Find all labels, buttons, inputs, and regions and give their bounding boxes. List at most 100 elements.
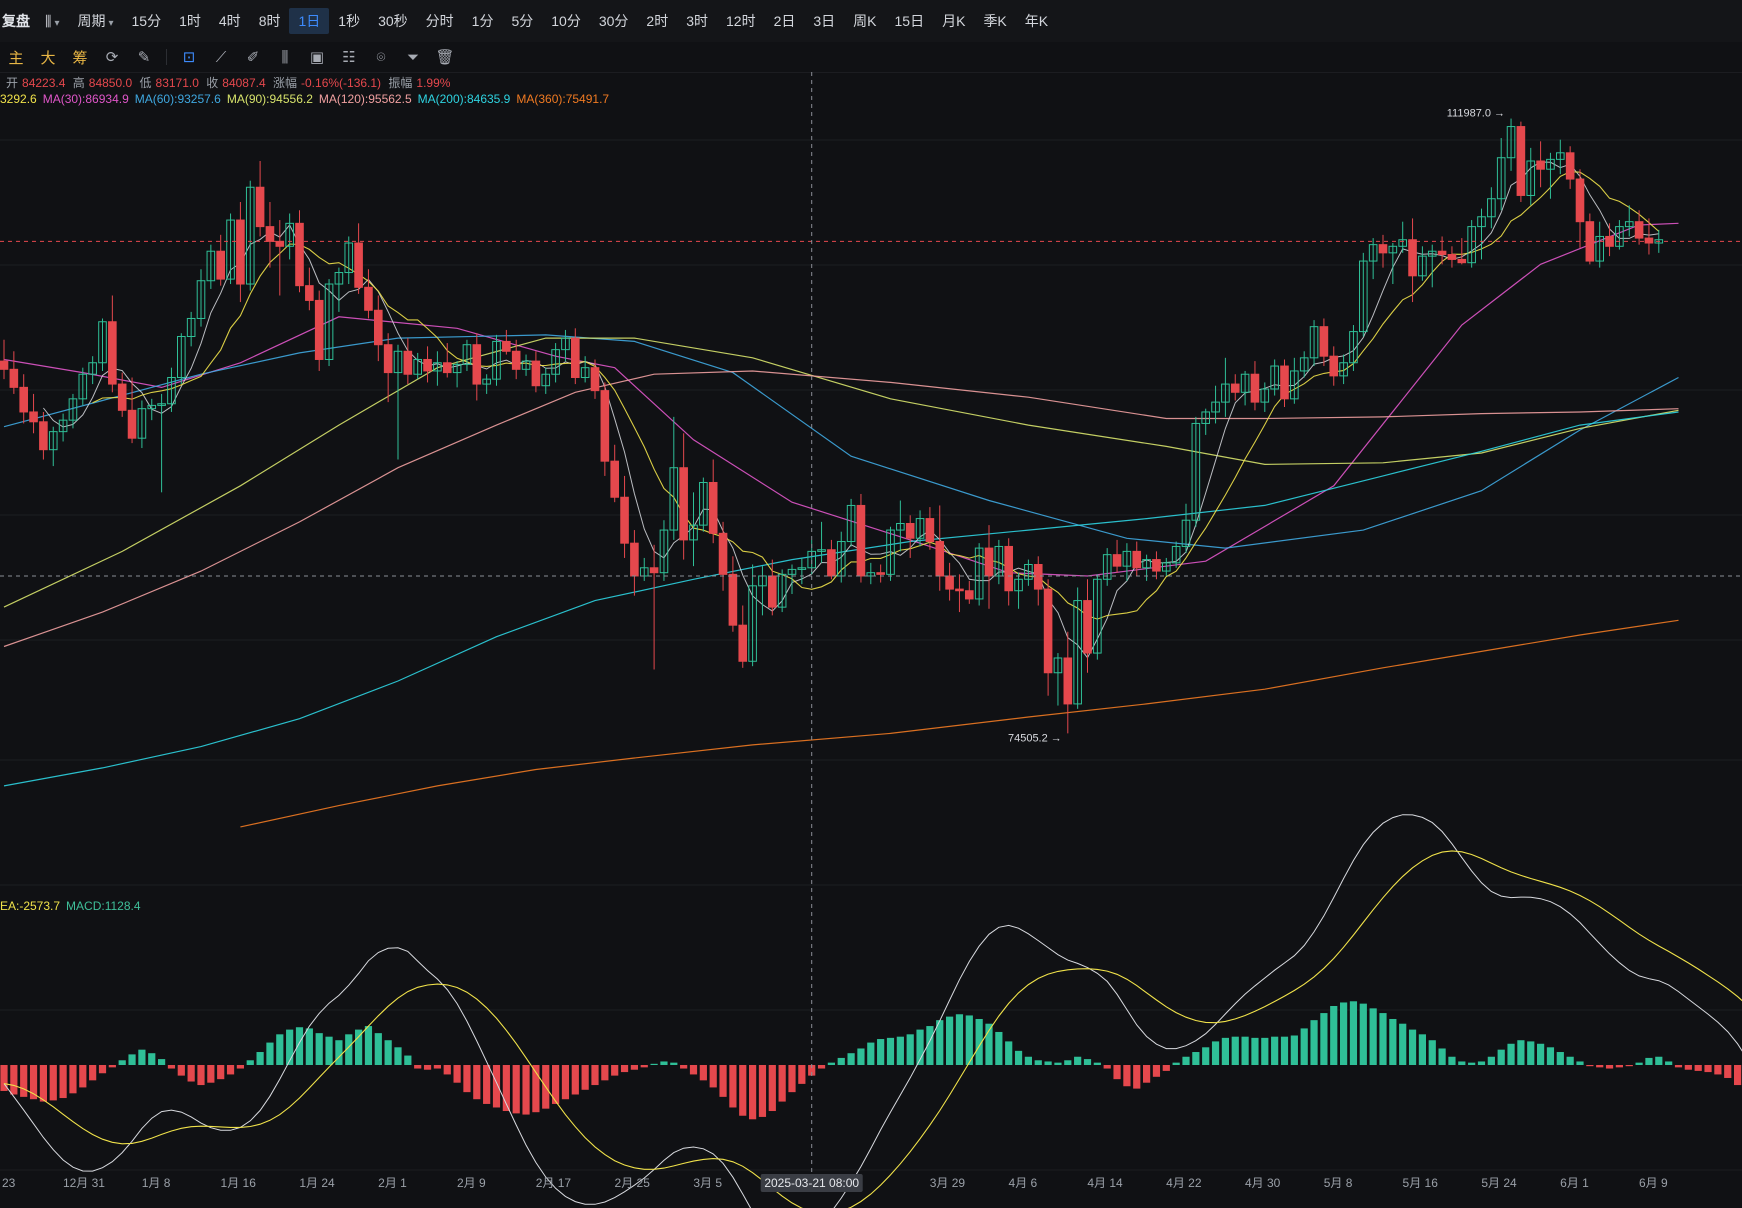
open-label: 开 [6,76,19,90]
candle-132 [1299,351,1309,378]
pen-icon[interactable]: ✐ [246,49,260,66]
candle-57 [561,329,570,362]
macd-bar-63 [620,1065,629,1073]
candle-body-134 [1319,326,1329,357]
candles-icon[interactable]: ⫼ [281,48,289,66]
candle-body-46 [452,363,462,374]
ruler-icon[interactable]: ⟋ [215,48,227,66]
ma-legend-item-2: MA(60):93257.6 [134,92,221,106]
macd-bar-44 [433,1065,441,1069]
interval-9[interactable]: 5分 [511,13,534,29]
macd-bar-18 [177,1065,185,1076]
interval-6[interactable]: 30秒 [378,13,408,29]
period-label: 周期 [77,13,106,29]
main-indicator-button[interactable]: 主 [8,49,24,67]
interval-19[interactable]: 月K [942,13,966,29]
interval-2[interactable]: 4时 [218,13,241,29]
candle-147 [1447,246,1457,268]
interval-12[interactable]: 2时 [646,13,669,29]
amplitude-value: 1.99% [416,76,451,90]
candle-98 [965,580,974,604]
macd-bar-176 [1734,1065,1742,1086]
candle-body-145 [1427,250,1437,257]
candle-155 [1526,147,1536,206]
macd-bar-165 [1625,1065,1633,1067]
bookmark-icon[interactable]: ⊡ [182,49,196,66]
candle-140 [1378,234,1388,268]
interval-13[interactable]: 3时 [686,13,708,29]
macd-bar-84 [827,1062,835,1065]
macd-bar-47 [463,1065,471,1093]
period-dropdown[interactable]: 周期 ▾ [68,8,122,34]
candle-14 [137,400,147,449]
refresh-icon[interactable]: ⟳ [105,49,119,66]
candle-body-42 [413,358,422,375]
candle-40 [393,344,403,460]
candle-body-118 [1162,562,1171,572]
notes-icon[interactable]: ☷ [342,49,356,66]
candle-111 [1093,574,1102,660]
replay-button[interactable]: 复盘 [2,13,30,29]
interval-16[interactable]: 3日 [813,13,836,29]
macd-bar-109 [1074,1056,1082,1065]
interval-10[interactable]: 10分 [551,13,581,29]
candle-159 [1565,146,1575,189]
calculator-icon[interactable]: ▣ [309,49,325,66]
eraser-pen-icon[interactable]: ✎ [137,49,151,66]
big-order-button[interactable]: 大 [40,49,56,67]
interval-8[interactable]: 1分 [471,13,494,29]
magnet-icon[interactable]: ⌾ [376,48,386,66]
macd-bar-148 [1458,1061,1466,1065]
candle-body-133 [1309,326,1319,359]
trash-icon[interactable]: 🗑 [435,49,455,66]
interval-18[interactable]: 15日 [894,13,925,29]
macd-bar-8 [79,1065,87,1088]
candle-51 [502,329,511,355]
interval-4[interactable]: 1日 [289,8,330,34]
candle-29 [285,213,294,260]
candle-130 [1280,359,1289,408]
macd-bar-166 [1635,1062,1643,1065]
candle-141 [1388,243,1398,285]
candle-94 [925,507,935,550]
interval-15[interactable]: 2日 [773,13,796,29]
interval-5[interactable]: 1秒 [338,13,361,29]
macd-bar-135 [1330,1006,1338,1065]
macd-bar-25 [246,1060,254,1065]
candle-style-icon: ⫼ [45,12,52,29]
interval-0[interactable]: 15分 [131,13,162,29]
interval-20[interactable]: 季K [983,13,1007,29]
candle-body-112 [1102,554,1112,580]
candle-81 [797,557,807,585]
candle-64 [630,530,639,596]
candle-body-31 [305,285,314,301]
candle-body-141 [1388,245,1398,254]
macd-legend: EA:-2573.7 MACD:1128.4 [0,899,147,913]
candle-76 [748,564,757,667]
interval-1[interactable]: 1时 [179,13,201,29]
interval-3[interactable]: 8时 [258,13,281,29]
interval-14[interactable]: 12时 [726,13,756,29]
interval-11[interactable]: 30分 [598,13,629,29]
candle-97 [955,574,964,613]
candle-106 [1043,579,1053,696]
open-value: 84223.4 [22,76,66,90]
filter-icon[interactable]: ⏷ [406,48,419,66]
candle-142 [1398,221,1408,253]
interval-17[interactable]: 周K [853,13,877,29]
chip-distribution-button[interactable]: 筹 [72,49,88,67]
interval-21[interactable]: 年K [1024,13,1049,29]
interval-7[interactable]: 分时 [425,13,454,29]
macd-bar-29 [286,1029,294,1065]
candle-body-167 [1644,237,1654,244]
candle-body-54 [531,360,541,387]
candle-body-69 [679,467,688,541]
candle-68 [669,416,679,540]
macd-bar-143 [1408,1029,1417,1065]
candle-47 [462,339,472,371]
candle-body-88 [866,572,876,577]
candle-body-121 [1191,422,1201,521]
chart-style-dropdown[interactable]: ⫼ ▾ [36,10,68,33]
candle-body-70 [689,524,698,541]
